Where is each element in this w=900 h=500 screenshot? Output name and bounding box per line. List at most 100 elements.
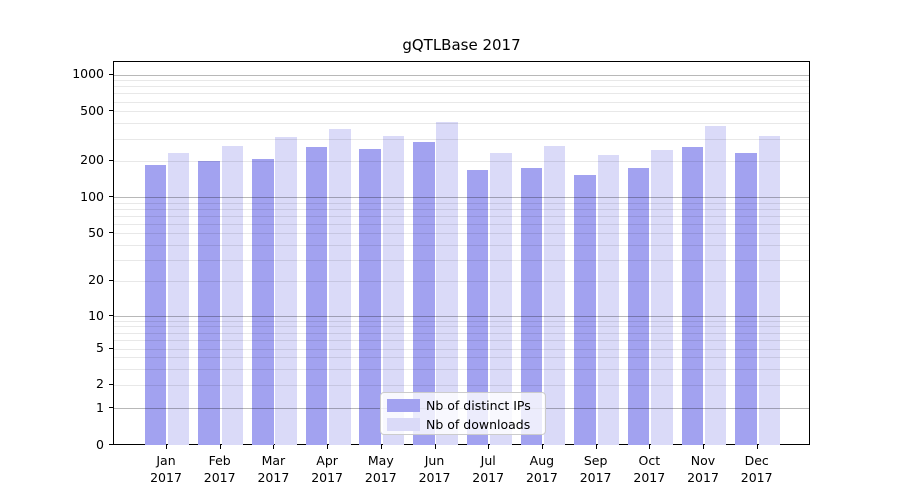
gridline-minor-6	[114, 339, 809, 341]
gridline-minor-5	[114, 348, 809, 350]
legend-item-distinct-ips: Nb of distinct IPs	[381, 396, 531, 415]
y-tick-label-1: 1	[96, 399, 104, 415]
x-tick-label-oct: Oct 2017	[633, 453, 666, 485]
legend-label-distinct-ips: Nb of distinct IPs	[426, 398, 531, 413]
x-tick-mark-may	[380, 445, 382, 449]
bar-distinct-ips-sep	[574, 175, 596, 445]
bar-distinct-ips-feb	[198, 161, 220, 445]
bar-distinct-ips-oct	[627, 167, 650, 445]
x-tick-mark-jul	[488, 445, 490, 449]
bar-downloads-dec	[758, 135, 781, 445]
gridline-minor-40	[114, 244, 809, 246]
x-tick-label-sep: Sep 2017	[579, 453, 612, 485]
bar-downloads-aug	[543, 145, 566, 445]
gridline-minor-80	[114, 208, 809, 210]
gridline-minor-700	[114, 93, 809, 95]
y-tick-mark-1	[109, 407, 113, 408]
legend-item-downloads: Nb of downloads	[381, 415, 530, 434]
x-tick-mark-dec	[756, 445, 758, 449]
y-tick-mark-1000	[109, 73, 113, 75]
bar-downloads-nov	[704, 126, 727, 445]
bar-downloads-sep	[597, 154, 619, 445]
y-tick-mark-500	[109, 110, 113, 112]
y-tick-label-100: 100	[80, 188, 104, 204]
bar-distinct-ips-nov	[681, 147, 704, 445]
bar-downloads-mar	[275, 137, 297, 445]
x-tick-label-jan: Jan 2017	[150, 453, 182, 485]
x-tick-mark-mar	[273, 445, 275, 449]
x-tick-label-aug: Aug 2017	[525, 453, 558, 485]
y-tick-mark-2	[109, 383, 113, 385]
x-tick-label-jul: Jul 2017	[472, 453, 505, 485]
y-tick-mark-100	[109, 196, 113, 198]
bar-downloads-oct	[651, 149, 673, 445]
x-tick-mark-jan	[166, 445, 167, 449]
y-tick-label-2: 2	[96, 375, 104, 391]
x-tick-label-nov: Nov 2017	[687, 453, 719, 485]
gridline-major-1000	[114, 74, 809, 76]
x-tick-mark-feb	[219, 445, 221, 449]
bar-downloads-apr	[329, 128, 351, 445]
y-tick-label-10: 10	[88, 307, 104, 323]
y-tick-label-50: 50	[88, 224, 104, 240]
x-tick-mark-jun	[434, 445, 436, 449]
x-tick-label-mar: Mar 2017	[257, 453, 290, 485]
legend-swatch-downloads	[387, 418, 420, 431]
bar-distinct-ips-jul	[466, 170, 489, 445]
gridline-major-10	[114, 316, 809, 317]
y-tick-label-1000: 1000	[72, 65, 104, 81]
y-tick-label-20: 20	[88, 271, 104, 287]
x-tick-label-feb: Feb 2017	[203, 453, 236, 485]
bar-distinct-ips-dec	[735, 152, 757, 445]
bar-downloads-jan	[167, 153, 190, 445]
gridline-minor-9	[114, 320, 809, 322]
gridline-minor-400	[114, 123, 809, 125]
y-tick-mark-10	[109, 315, 113, 316]
x-tick-label-jun: Jun 2017	[418, 453, 451, 485]
legend: Nb of distinct IPs Nb of downloads	[380, 392, 546, 435]
gridline-minor-500	[114, 111, 809, 113]
gridline-minor-20	[114, 280, 809, 282]
gridline-minor-60	[114, 223, 809, 225]
gridline-major-100	[114, 197, 809, 199]
gridline-minor-300	[114, 138, 809, 140]
x-tick-mark-nov	[703, 445, 704, 449]
legend-swatch-distinct-ips	[387, 399, 420, 412]
gridline-minor-50	[114, 233, 809, 235]
x-tick-mark-aug	[541, 445, 543, 449]
y-tick-label-5: 5	[96, 339, 104, 355]
x-tick-mark-apr	[327, 445, 329, 449]
gridline-minor-200	[114, 160, 809, 162]
bar-downloads-feb	[221, 145, 244, 445]
y-tick-mark-20	[109, 279, 113, 281]
x-tick-label-apr: Apr 2017	[311, 453, 343, 485]
y-tick-mark-50	[109, 232, 113, 234]
gridline-minor-4	[114, 357, 809, 359]
y-tick-label-500: 500	[80, 102, 104, 118]
gridline-minor-800	[114, 86, 809, 88]
plot-area: Nb of distinct IPs Nb of downloads	[113, 61, 810, 445]
gridline-minor-8	[114, 326, 809, 328]
bar-distinct-ips-mar	[252, 159, 274, 445]
x-tick-label-dec: Dec 2017	[740, 453, 773, 485]
y-tick-mark-5	[109, 347, 113, 349]
bar-downloads-jun	[436, 122, 458, 445]
bar-distinct-ips-aug	[520, 167, 542, 445]
x-tick-label-may: May 2017	[364, 453, 397, 485]
legend-label-downloads: Nb of downloads	[426, 417, 531, 432]
y-tick-label-200: 200	[80, 151, 104, 167]
gridline-minor-70	[114, 215, 809, 217]
x-tick-mark-sep	[595, 445, 597, 449]
gridline-minor-900	[114, 80, 809, 82]
gridline-minor-30	[114, 259, 809, 261]
gridline-minor-7	[114, 332, 809, 334]
chart-title: gQTLBase 2017	[402, 36, 521, 54]
bar-distinct-ips-jan	[144, 165, 167, 445]
x-tick-mark-oct	[649, 445, 651, 449]
y-tick-mark-200	[109, 159, 113, 161]
bar-downloads-may	[382, 136, 405, 445]
y-tick-mark-0	[109, 444, 113, 445]
gridline-minor-2	[114, 384, 809, 386]
bar-downloads-jul	[490, 152, 512, 445]
